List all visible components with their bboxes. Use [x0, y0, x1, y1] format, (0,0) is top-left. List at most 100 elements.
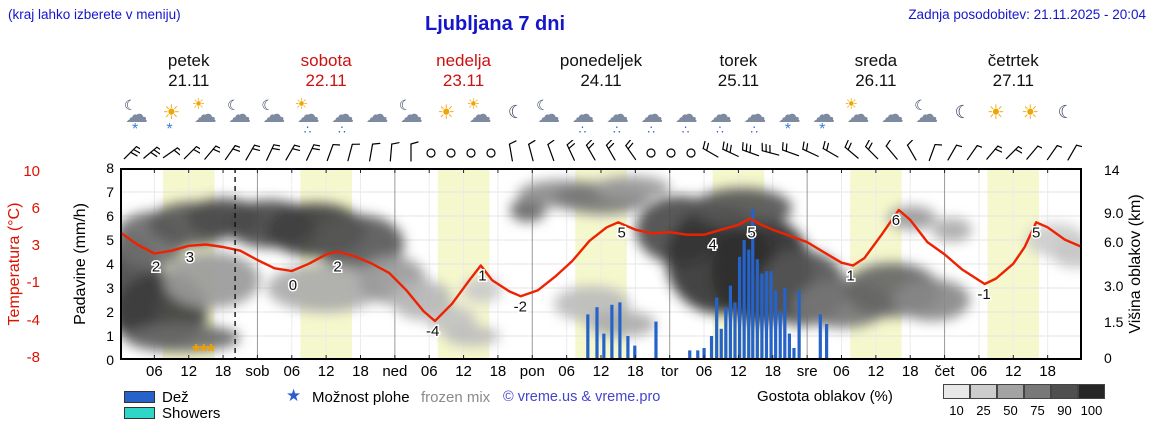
day-abbrev-label: tor: [660, 363, 679, 380]
wind-glyph: [1005, 146, 1026, 160]
day-date: 22.11: [305, 71, 347, 91]
cloud-blob: [267, 264, 383, 312]
wind-glyph: [625, 139, 637, 161]
rain-bar: [724, 307, 728, 360]
moon-icon: ☾: [124, 97, 137, 113]
wind-barb-icon: [300, 140, 322, 171]
rain-bar: [760, 273, 764, 360]
time-tick-label: 18: [1039, 363, 1056, 380]
copyright-link[interactable]: © vreme.us & vreme.pro: [503, 389, 661, 405]
moon-icon: ☾: [914, 97, 927, 113]
snowflake-icon: *: [132, 121, 139, 138]
wind-glyph: [389, 142, 400, 162]
wind-barb-icon: [401, 140, 421, 171]
day-date: 21.11: [168, 71, 210, 91]
wind-glyph: [143, 146, 164, 159]
weather-icon: ☾ ☁: [910, 96, 944, 142]
weather-icon: ☾ ☁: [257, 96, 291, 142]
wind-barb-icon: [240, 140, 263, 171]
weather-icon: ☾ ☁: [395, 96, 429, 142]
location-hint: (kraj lahko izberete v meniju): [8, 7, 181, 22]
rain-bar: [751, 208, 755, 360]
last-update: Zadnja posodobitev: 21.11.2025 - 20:04: [908, 7, 1146, 22]
day-header: ponedeljek 24.11: [532, 51, 669, 92]
wind-barb-icon: [561, 139, 581, 171]
calm-wind-icon: [681, 140, 701, 171]
time-tick-label: 06: [558, 363, 575, 380]
wind-glyph: [204, 145, 224, 160]
cloud-blob: [124, 324, 240, 352]
rain-bar: [586, 314, 590, 360]
raindrops-icon: ∴: [613, 123, 621, 137]
wind-glyph: [183, 146, 204, 160]
rain-bar: [778, 312, 782, 360]
day-name: nedelja: [436, 51, 491, 70]
moon-icon: ☾: [1057, 102, 1074, 122]
wind-barb-icon: [280, 140, 303, 171]
weather-icon: ☁ *: [773, 96, 807, 142]
wind-barb-icon: [160, 140, 184, 171]
wind-barb-icon: [340, 140, 361, 171]
wind-glyph: [1067, 144, 1085, 161]
temp-value-label: 5: [617, 224, 625, 241]
temp-value-label: 3: [186, 249, 194, 266]
cloud-icon: ☁: [743, 101, 767, 127]
wind-glyph: [327, 143, 342, 162]
weather-icon: ☾: [945, 96, 979, 142]
weather-icon: ☀ ☁: [842, 96, 876, 142]
axis-tick-label: 2: [106, 304, 114, 320]
cloud-blob: [1052, 240, 1082, 268]
calm-wind-icon: [441, 140, 461, 171]
rain-bar: [602, 333, 606, 360]
day-abbrev-label: sre: [796, 363, 818, 380]
day-abbrev-label: ned: [382, 363, 408, 380]
wind-barb-icon: [220, 140, 243, 171]
axis-tick-label: 1: [106, 328, 114, 344]
cloud-icon: ☁: [296, 101, 320, 127]
wind-glyph: [646, 148, 656, 158]
wind-glyph: [285, 144, 303, 161]
time-tick-label: 18: [901, 363, 919, 380]
weather-icon: ☁ ∴: [704, 96, 738, 142]
wind-barb-icon: [1062, 140, 1085, 171]
time-tick-label: 12: [1004, 363, 1022, 380]
rain-bar: [688, 350, 692, 360]
day-date: 23.11: [442, 71, 485, 91]
raindrops-icon: ∴: [750, 123, 759, 137]
cloud-icon: ☁: [365, 101, 389, 127]
wind-glyph: [1026, 145, 1045, 160]
wind-barb-icon: [701, 140, 721, 171]
raindrops-icon: ∴: [681, 123, 690, 137]
axis-tick-label: 1.5: [1104, 314, 1124, 330]
raindrops-icon: ∴: [647, 123, 655, 137]
wind-glyph: [347, 143, 361, 162]
time-tick-label: 12: [730, 363, 747, 380]
time-tick-label: 06: [283, 363, 301, 380]
wind-glyph: [742, 142, 760, 157]
wind-barb-icon: [1002, 140, 1026, 171]
wind-barb-icon: [541, 139, 561, 171]
wind-barb-icon: [862, 139, 882, 171]
rain-bar: [774, 290, 778, 360]
wind-glyph: [368, 142, 380, 162]
wind-glyph: [123, 146, 144, 160]
wind-barb-icon: [781, 140, 801, 171]
rain-bar: [633, 345, 637, 360]
cloud-blob: [462, 277, 502, 303]
cloud-density-value: 10: [949, 403, 964, 418]
sun-icon: ☀: [162, 102, 181, 124]
wind-barb-icon: [621, 139, 641, 171]
moon-icon: ☾: [507, 102, 525, 122]
rain-bar: [618, 302, 622, 360]
time-tick-label: 06: [695, 363, 713, 380]
wind-glyph: [566, 139, 575, 161]
moon-icon: ☾: [227, 97, 240, 113]
cloud-density-value: 90: [1057, 403, 1072, 418]
cloud-icon: ☁: [880, 101, 904, 127]
wind-barb-icon: [320, 140, 342, 171]
sun-icon: ☀: [844, 96, 858, 113]
wind-barb-icon: [741, 140, 761, 171]
wind-glyph: [426, 148, 436, 158]
time-tick-label: 18: [352, 363, 369, 380]
